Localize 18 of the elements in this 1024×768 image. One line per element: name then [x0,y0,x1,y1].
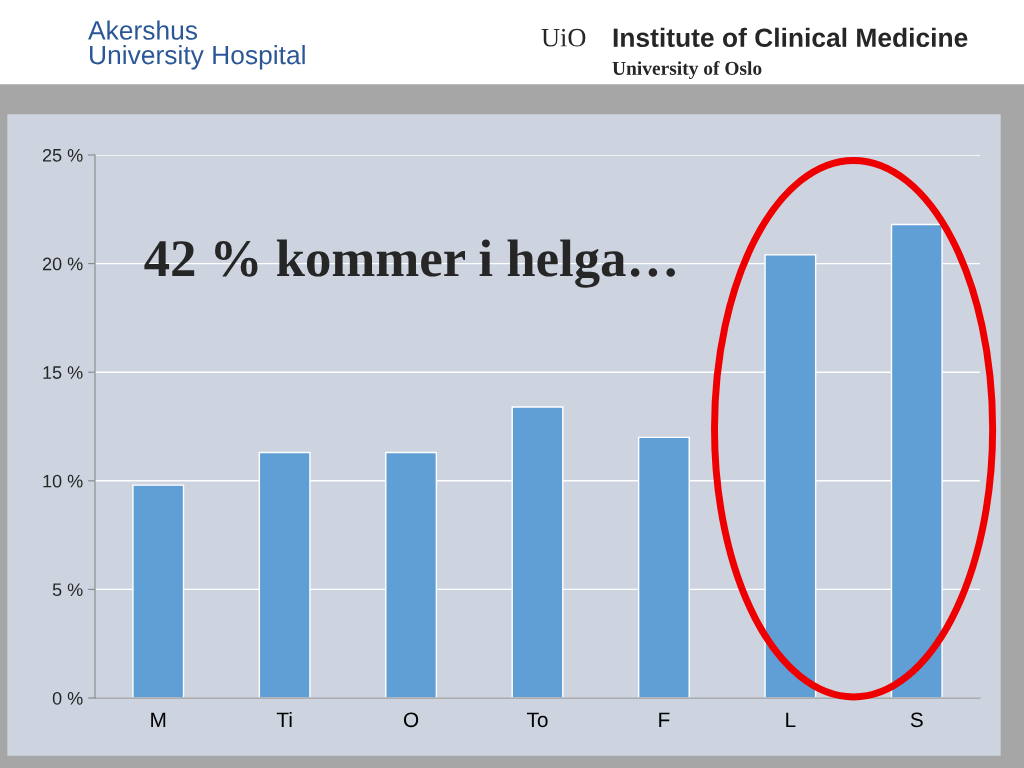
y-tick-label: 20 % [42,257,83,271]
text: UiO [541,28,586,47]
x-tick-label: S [910,712,923,728]
y-tick-label: 5 % [52,583,83,597]
x-tick-label: O [403,712,419,728]
x-tick-label: F [659,712,670,727]
x-tick-label: L [786,712,796,727]
y-tick-label: 15 % [43,366,83,379]
x-tick-label: M [151,712,166,727]
y-tick-label: 10 % [43,474,83,488]
text: Akershus University Hospital [88,20,305,70]
annotation: 42 % kommer i helga… [144,239,675,288]
x-tick-label: To [526,712,548,728]
text: Institute of Clinical Medicine [613,27,968,48]
y-tick-label: 25 % [42,148,83,162]
x-tick-label: Ti [276,711,292,727]
text: University of Oslo [612,61,762,79]
y-tick-label: 0 % [52,691,83,705]
